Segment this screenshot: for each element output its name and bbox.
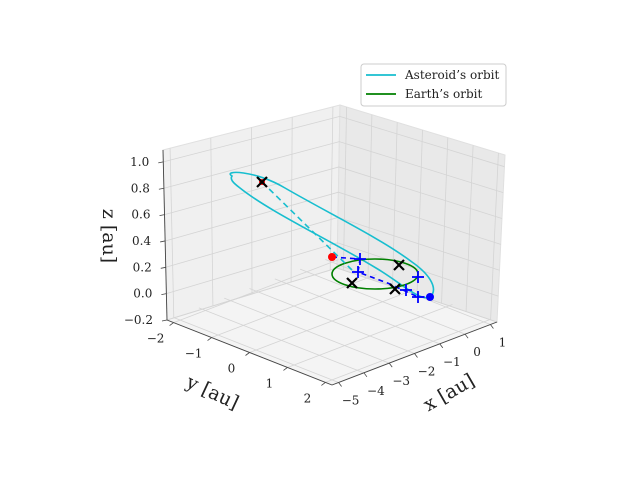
x-gridline bbox=[249, 288, 415, 354]
x-gridline bbox=[198, 307, 365, 374]
legend-label-asteroid: Asteroid’s orbit bbox=[404, 68, 499, 82]
x-axis-line bbox=[331, 321, 498, 386]
x-tick-label: −5 bbox=[342, 393, 360, 407]
y-gridline-vertical bbox=[290, 117, 293, 283]
z-axis-label: z [au] bbox=[98, 209, 120, 263]
y-gridline-vertical bbox=[210, 137, 214, 306]
z-tick-label: 0.0 bbox=[133, 287, 152, 301]
y-tick bbox=[169, 322, 174, 326]
z-tick-label: 1.0 bbox=[130, 155, 149, 169]
blue-dot bbox=[426, 293, 434, 301]
y-tick-label: −2 bbox=[147, 332, 165, 346]
x-tick-label: −4 bbox=[367, 384, 385, 398]
z-tick-label: 0.6 bbox=[131, 208, 150, 222]
blue-plus-marker bbox=[412, 271, 424, 283]
x-gridline bbox=[173, 317, 339, 383]
z-tick-label: 0.8 bbox=[131, 181, 150, 195]
z-tick bbox=[158, 161, 164, 164]
y-tick bbox=[283, 367, 288, 371]
x-tick-label: −1 bbox=[443, 355, 461, 369]
y-axis-line bbox=[166, 319, 333, 386]
black-cross-marker bbox=[389, 283, 401, 295]
x-tick-label: 0 bbox=[473, 345, 481, 359]
x-tick bbox=[464, 333, 469, 339]
x-gridline bbox=[325, 259, 491, 325]
black-cross-marker bbox=[256, 176, 268, 188]
z-gridline bbox=[166, 242, 499, 297]
red-dot bbox=[328, 253, 336, 261]
z-tick bbox=[161, 319, 168, 322]
z-tick bbox=[161, 293, 167, 296]
x-tick bbox=[363, 372, 368, 378]
y-tick-label: −1 bbox=[185, 347, 203, 361]
grid-lines bbox=[163, 106, 505, 383]
x-gridline-vertical bbox=[343, 106, 347, 271]
y-axis-label: y [au] bbox=[182, 371, 242, 415]
z-gridline bbox=[163, 115, 505, 168]
z-gridline bbox=[164, 166, 503, 219]
x-gridline-vertical bbox=[465, 145, 474, 312]
z-tick bbox=[159, 214, 165, 216]
x-tick-label: 1 bbox=[499, 336, 507, 350]
z-tick-label: −0.2 bbox=[124, 313, 153, 327]
legend: Asteroid’s orbit Earth’s orbit bbox=[360, 63, 507, 107]
blue-plus-marker bbox=[400, 284, 412, 296]
z-tick bbox=[160, 240, 166, 243]
z-tick bbox=[158, 187, 164, 190]
z-gridline bbox=[163, 141, 504, 193]
x-tick-label: −3 bbox=[392, 374, 410, 388]
legend-label-earth: Earth’s orbit bbox=[405, 87, 482, 101]
blue-plus-marker bbox=[412, 291, 424, 303]
y-tick bbox=[321, 382, 326, 386]
plot-area bbox=[229, 171, 435, 303]
z-tick-label: 0.2 bbox=[133, 260, 152, 274]
x-gridline-vertical bbox=[416, 129, 423, 296]
y-gridline-vertical bbox=[251, 127, 253, 295]
z-tick bbox=[160, 266, 166, 269]
x-gridline-vertical bbox=[392, 122, 398, 287]
x-gridline bbox=[299, 268, 466, 335]
z-gridline bbox=[165, 191, 501, 245]
y-tick-label: 1 bbox=[266, 376, 274, 390]
x-gridline bbox=[274, 278, 440, 345]
x-tick bbox=[439, 343, 444, 349]
y-tick-label: 2 bbox=[304, 391, 312, 405]
blue-plus-marker bbox=[354, 253, 366, 265]
x-tick bbox=[338, 382, 342, 387]
tick-labels: −0.2 0.0 0.2 0.4 0.6 0.8 1.0 −2 −1 0 1 2 −5 −4 −3 −2 −1 0… bbox=[124, 155, 506, 408]
y-tick-label: 0 bbox=[228, 362, 236, 376]
asteroid-dashed-line bbox=[261, 181, 353, 271]
black-cross-marker bbox=[393, 259, 405, 271]
x-tick bbox=[490, 324, 494, 329]
x-gridline-vertical bbox=[490, 152, 499, 320]
x-tick bbox=[388, 362, 393, 368]
x-tick bbox=[414, 353, 418, 358]
axes-edges bbox=[158, 149, 498, 387]
y-tick bbox=[207, 337, 212, 341]
x-gridline-vertical bbox=[367, 114, 373, 279]
y-tick bbox=[245, 352, 250, 356]
black-cross-marker bbox=[346, 277, 358, 289]
x-gridline-vertical bbox=[441, 137, 449, 304]
legend-box bbox=[360, 63, 507, 107]
z-axis-line bbox=[162, 149, 168, 321]
x-gridline bbox=[224, 297, 390, 364]
y-gridline-vertical bbox=[169, 148, 175, 318]
z-gridline bbox=[166, 267, 498, 323]
z-tick-label: 0.4 bbox=[132, 234, 151, 248]
x-tick-label: −2 bbox=[418, 365, 436, 379]
blue-plus-marker bbox=[352, 266, 364, 278]
